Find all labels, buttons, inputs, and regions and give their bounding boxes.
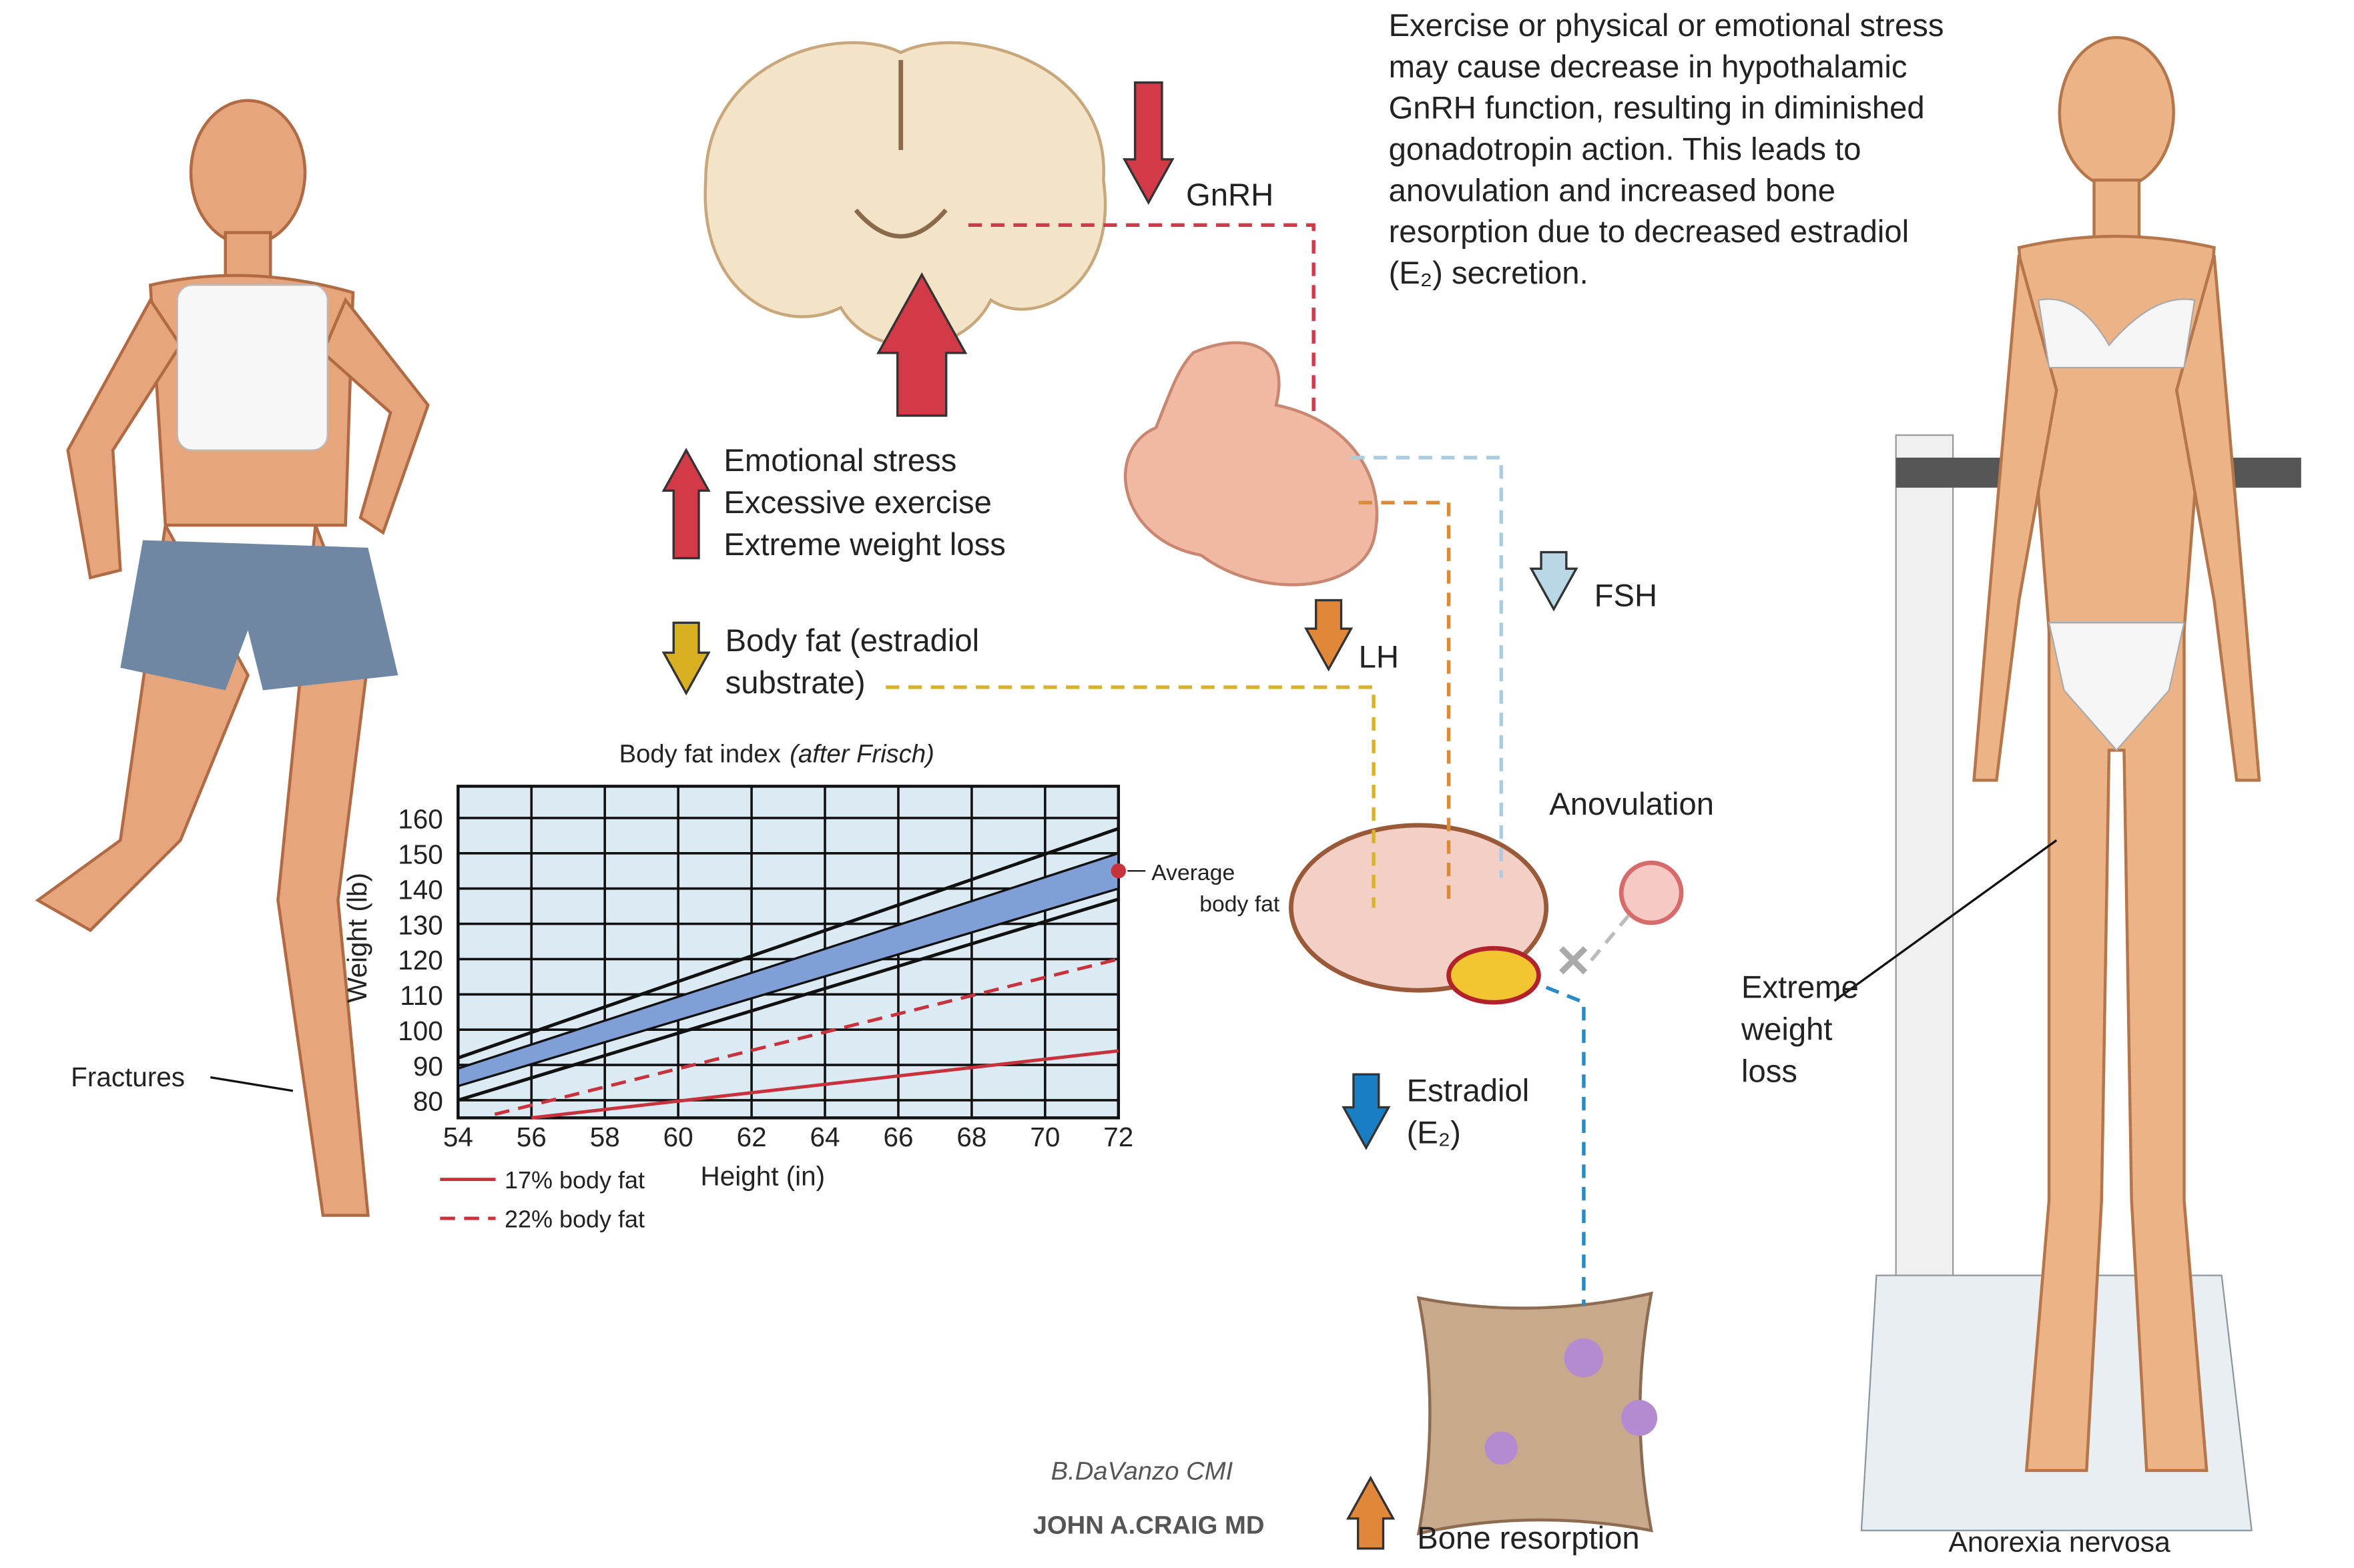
follicle (1446, 945, 1541, 1005)
anovulation-label: Anovulation (1549, 787, 1714, 822)
description-line: resorption due to decreased estradiol (1389, 214, 1909, 250)
series-line (494, 957, 1119, 1116)
description-line: (E₂) secretion. (1389, 256, 1588, 291)
reference-line (457, 827, 1119, 1060)
signature: B.DaVanzo CMI (1051, 1457, 1233, 1485)
chart-subtitle: (after Frisch) (790, 739, 934, 768)
x-tick-label: 68 (956, 1122, 986, 1152)
description-line: gonadotropin action. This leads to (1389, 131, 1861, 167)
anovulation-path (1590, 914, 1631, 961)
x-tick-label: 60 (663, 1122, 693, 1152)
gnrh-label: GnRH (1186, 177, 1273, 213)
reference-line (457, 897, 1119, 1102)
y-tick-label: 120 (398, 945, 443, 975)
legend-label: 17% body fat (505, 1166, 645, 1194)
band (457, 851, 1120, 1088)
arrow (661, 448, 711, 560)
arrow (876, 272, 968, 417)
y-tick-label: 140 (398, 874, 443, 905)
extreme-label: loss (1741, 1054, 1797, 1089)
annotation-point (1111, 863, 1127, 879)
y-axis-label: Weight (lb) (342, 873, 372, 1003)
runner-top (176, 284, 328, 451)
osteoclast (1621, 1400, 1658, 1437)
x-tick-label: 66 (883, 1122, 913, 1152)
fractures-leader (210, 1076, 294, 1092)
y-tick-label: 90 (413, 1051, 443, 1082)
lh-path (1358, 500, 1451, 901)
body-fat-label: Body fat (estradiol (725, 623, 980, 659)
x-tick-label: 56 (517, 1122, 547, 1152)
y-tick-label: 160 (398, 804, 443, 835)
bone (1416, 1291, 1653, 1536)
fractures-label: Fractures (71, 1062, 185, 1092)
weight-loss-leader (1833, 839, 2058, 1002)
osteoclast (1484, 1431, 1518, 1465)
description-line: GnRH function, resulting in diminished (1389, 91, 1925, 126)
estradiol-path (1545, 986, 1586, 1306)
cause-label: Extreme weight loss (723, 527, 1006, 562)
cause-label: Excessive exercise (723, 485, 992, 520)
y-tick-label: 100 (398, 1016, 443, 1046)
estradiol-label: (E₂) (1407, 1116, 1461, 1151)
pituitary (1123, 341, 1379, 586)
x-tick-label: 62 (737, 1122, 767, 1152)
body-fat-path (886, 685, 1376, 908)
x-tick-label: 64 (810, 1122, 840, 1152)
artwork (35, 35, 2301, 1550)
x-tick-label: 72 (1103, 1122, 1133, 1152)
osteoclast (1564, 1338, 1604, 1378)
blocked-mark (1559, 946, 1588, 975)
bone-label: Bone resorption (1417, 1521, 1639, 1556)
arrow (1346, 1475, 1396, 1550)
annotation-label: body fat (1199, 891, 1280, 917)
description-line: anovulation and increased bone (1389, 173, 1835, 208)
annotation-label: Average (1151, 860, 1235, 885)
y-tick-label: 110 (400, 980, 443, 1011)
legend-label: 22% body fat (505, 1206, 645, 1233)
ovum (1619, 860, 1684, 925)
bikini-bottom (2048, 622, 2185, 752)
fsh-label: FSH (1594, 578, 1657, 614)
extreme-label: Extreme (1741, 969, 1859, 1005)
standing-figure (1972, 35, 2261, 1473)
chart-title: Body fat index (619, 739, 781, 768)
arrow (1529, 550, 1578, 612)
arrow (1122, 81, 1175, 206)
chart: Body fat index (after Frisch) 54 56 58 60 62 64… (342, 739, 1280, 1232)
anorexia-label: Anorexia nervosa (1948, 1526, 2170, 1558)
arrow (661, 621, 711, 696)
arrow (1304, 599, 1354, 672)
x-tick-label: 58 (590, 1122, 620, 1152)
gnrh-path (968, 223, 1315, 420)
brain (703, 41, 1107, 348)
fsh-path (1351, 456, 1503, 878)
extreme-label: weight (1741, 1012, 1833, 1047)
y-tick-label: 150 (398, 839, 443, 870)
y-tick-label: 80 (413, 1086, 443, 1117)
x-tick-label: 70 (1030, 1122, 1060, 1152)
lh-label: LH (1359, 640, 1399, 675)
scale-post (1895, 434, 1954, 1336)
description-line: may cause decrease in hypothalamic (1389, 49, 1907, 85)
body-fat-label: substrate) (725, 665, 866, 701)
x-tick-label: 54 (443, 1122, 473, 1152)
series-line (531, 1049, 1119, 1120)
plot-area (457, 785, 1121, 1120)
signature: JOHN A.CRAIG MD (1033, 1511, 1265, 1539)
runner-shorts (120, 540, 398, 691)
arrow (1342, 1073, 1391, 1150)
y-tick-label: 130 (398, 909, 443, 940)
bikini-top (2038, 298, 2196, 369)
description: Exercise or physical or emotional stress… (1389, 8, 1944, 291)
brain-detail (854, 59, 948, 239)
x-axis-label: Height (in) (700, 1161, 825, 1192)
estradiol-label: Estradiol (1407, 1074, 1530, 1109)
cause-label: Emotional stress (723, 443, 956, 478)
description-line: Exercise or physical or emotional stress (1389, 8, 1944, 43)
